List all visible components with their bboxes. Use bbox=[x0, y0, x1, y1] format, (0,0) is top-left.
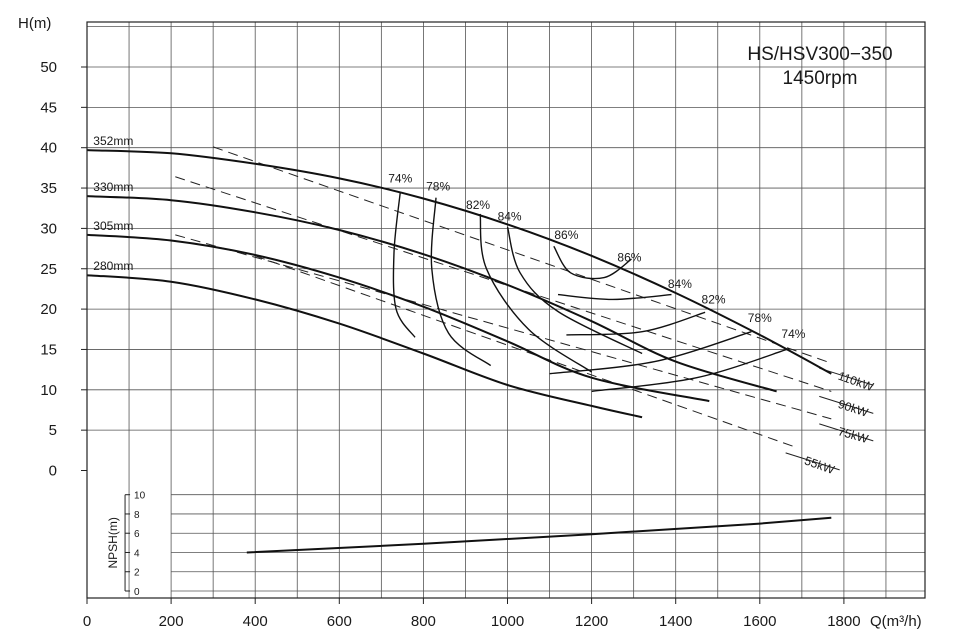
npsh-tick-label: 2 bbox=[134, 568, 140, 579]
efficiency-label: 74% bbox=[781, 327, 805, 341]
npsh-panel: 10 8 6 4 2 0 NPSH(m) bbox=[106, 491, 832, 598]
power-line-label: 55kW bbox=[803, 454, 837, 478]
npsh-curve bbox=[246, 516, 832, 554]
npsh-axis-label: NPSH(m) bbox=[106, 517, 120, 568]
y-tick-label: 40 bbox=[40, 140, 57, 157]
efficiency-label: 78% bbox=[748, 311, 772, 325]
impeller-diameter-label: 280mm bbox=[93, 259, 133, 273]
plot-frame bbox=[86, 21, 926, 599]
efficiency-curve bbox=[392, 192, 416, 338]
head-curve bbox=[86, 274, 643, 419]
chart-title-line-2: 1450rpm bbox=[783, 68, 858, 89]
y-tick-label: 20 bbox=[40, 301, 57, 318]
y-axis-label: H(m) bbox=[18, 15, 51, 32]
efficiency-curve bbox=[479, 213, 592, 373]
x-tick-label: 200 bbox=[159, 613, 184, 630]
npsh-tick-label: 6 bbox=[134, 529, 140, 540]
npsh-tick-label: 0 bbox=[134, 587, 140, 598]
efficiency-label: 74% bbox=[388, 171, 412, 185]
efficiency-curves bbox=[392, 192, 790, 393]
efficiency-curve bbox=[557, 293, 672, 301]
power-line-label: 75kW bbox=[836, 424, 870, 446]
efficiency-label: 84% bbox=[668, 277, 692, 291]
efficiency-curve bbox=[430, 197, 492, 367]
efficiency-curve bbox=[566, 311, 706, 336]
efficiency-label: 82% bbox=[466, 198, 490, 212]
y-tick-label: 45 bbox=[40, 99, 57, 116]
power-label-underline bbox=[785, 452, 840, 471]
head-curve bbox=[86, 233, 710, 403]
x-tick-label: 600 bbox=[327, 613, 352, 630]
y-tick-label: 10 bbox=[40, 382, 57, 399]
efficiency-label: 82% bbox=[702, 292, 726, 306]
x-tick-label: 0 bbox=[83, 613, 91, 630]
x-tick-label: 400 bbox=[243, 613, 268, 630]
npsh-tick-label: 10 bbox=[134, 491, 146, 502]
head-curves bbox=[86, 149, 832, 419]
efficiency-label: 78% bbox=[426, 179, 450, 193]
npsh-tick-label: 4 bbox=[134, 548, 140, 559]
efficiency-label: 84% bbox=[498, 209, 522, 223]
head-curve bbox=[86, 149, 832, 375]
efficiency-curve bbox=[549, 331, 752, 375]
x-tick-label: 1000 bbox=[491, 613, 524, 630]
power-line-label: 90kW bbox=[836, 397, 870, 420]
x-tick-label: 1600 bbox=[743, 613, 776, 630]
npsh-tick-label: 8 bbox=[134, 510, 140, 521]
efficiency-curve bbox=[591, 347, 790, 393]
power-line bbox=[175, 234, 832, 420]
x-tick-label: 1800 bbox=[827, 613, 860, 630]
efficiency-label: 86% bbox=[617, 250, 641, 264]
y-tick-label: 30 bbox=[40, 220, 57, 237]
efficiency-label: 86% bbox=[554, 228, 578, 242]
power-line bbox=[212, 146, 832, 364]
y-tick-label: 15 bbox=[40, 341, 57, 358]
y-tick-label: 50 bbox=[40, 59, 57, 76]
labels: 352mm 330mm 305mm 280mm 74% 78% 82% 84% 86% 86% 84… bbox=[93, 134, 805, 341]
y-tick-label: 35 bbox=[40, 180, 57, 197]
impeller-diameter-label: 305mm bbox=[93, 219, 133, 233]
power-label-underline bbox=[819, 395, 874, 414]
x-tick-label: 800 bbox=[411, 613, 436, 630]
x-tick-label: 1400 bbox=[659, 613, 692, 630]
grid bbox=[87, 22, 925, 598]
head-curve bbox=[86, 195, 777, 393]
x-tick-label: 1200 bbox=[575, 613, 608, 630]
impeller-diameter-label: 352mm bbox=[93, 134, 133, 148]
power-line bbox=[255, 255, 798, 449]
impeller-diameter-label: 330mm bbox=[93, 180, 133, 194]
y-tick-label: 5 bbox=[49, 422, 57, 439]
x-axis-label: Q(m³/h) bbox=[870, 613, 922, 630]
y-tick-label: 0 bbox=[49, 463, 57, 480]
y-tick-label: 25 bbox=[40, 261, 57, 278]
chart-title-line-1: HS/HSV300−350 bbox=[747, 44, 892, 65]
power-line-label: 110kW bbox=[836, 369, 876, 394]
power-label-underline bbox=[819, 423, 874, 442]
